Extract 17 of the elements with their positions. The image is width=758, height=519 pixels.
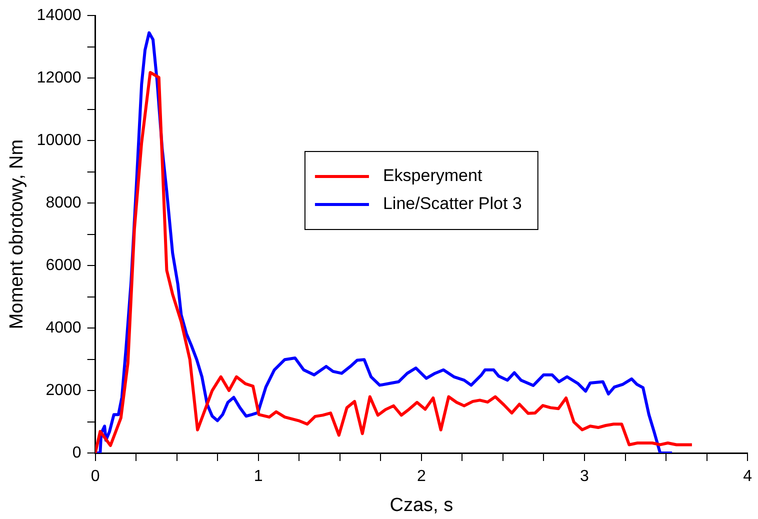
x-tick-label: 4	[743, 468, 752, 486]
x-axis-title: Czas, s	[390, 494, 454, 516]
y-tick-label: 14000	[36, 7, 82, 24]
y-tick-label: 4000	[46, 319, 82, 336]
y-tick-label: 10000	[36, 132, 82, 149]
x-tick-label: 2	[416, 468, 426, 486]
y-tick-label: 2000	[46, 382, 82, 399]
x-tick-label: 1	[254, 468, 263, 486]
y-tick-label: 6000	[46, 256, 82, 274]
y-tick-label: 12000	[36, 69, 82, 86]
x-tick-label: 3	[580, 468, 590, 486]
legend-label: Line/Scatter Plot 3	[382, 194, 522, 214]
legend-label: Eksperyment	[382, 166, 482, 186]
x-tick-label: 0	[90, 468, 100, 486]
y-tick-label: 0	[72, 444, 82, 462]
y-tick-label: 8000	[46, 194, 82, 212]
y-axis-title: Moment obrotowy, Nm	[6, 139, 28, 330]
